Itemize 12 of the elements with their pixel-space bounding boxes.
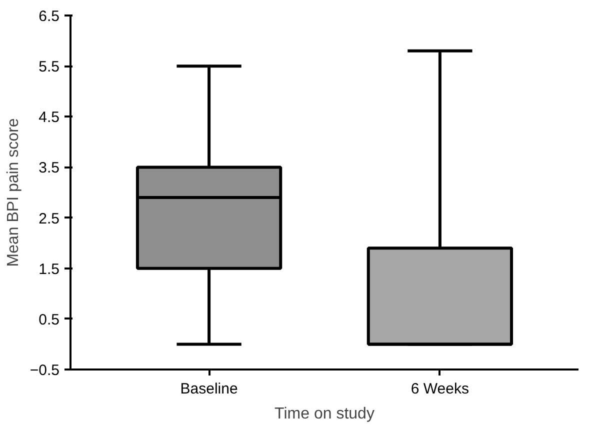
y-axis-title: Mean BPI pain score — [4, 118, 22, 267]
y-tick-label: 3.5 — [38, 160, 60, 177]
y-tick-label: 1.5 — [38, 260, 60, 278]
y-tick-label: 5.5 — [38, 58, 60, 76]
x-tick-label: Baseline — [180, 380, 238, 398]
y-tick-label: 6.5 — [38, 8, 60, 25]
y-tick-label: 2.5 — [38, 210, 60, 228]
x-axis-title: Time on study — [274, 406, 374, 422]
y-tick-label: 0.5 — [38, 311, 60, 328]
y-tick-label: 4.5 — [38, 109, 60, 126]
x-tick-label: 6 Weeks — [410, 380, 470, 398]
y-tick-label: −0.5 — [30, 362, 60, 379]
